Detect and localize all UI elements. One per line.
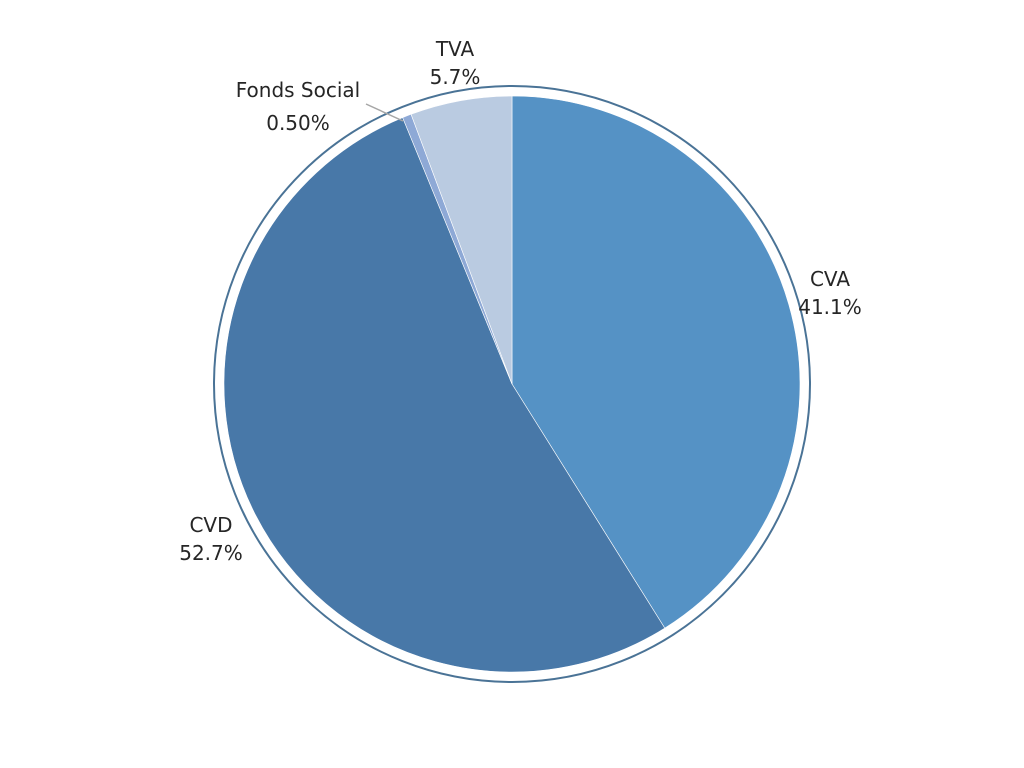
pie-slice-cva (511, 95, 801, 629)
pie-slice-tva (410, 95, 513, 385)
slices-layer (223, 95, 801, 673)
pie-outline-ring (213, 85, 811, 683)
labels-layer: CVA 41.1% CVD 52.7% Fonds Social 0.50% TVA 5.7% (179, 37, 862, 565)
slice-label-name-fonds-social: Fonds Social (236, 78, 360, 102)
slice-label-fonds-social: Fonds Social 0.50% (236, 78, 360, 135)
slice-label-name-cvd: CVD (189, 513, 232, 537)
slice-label-value-cvd: 52.7% (179, 541, 243, 565)
slice-label-cvd: CVD 52.7% (179, 513, 243, 565)
slice-label-value-fonds-social: 0.50% (266, 111, 330, 135)
slice-label-cva: CVA 41.1% (798, 267, 862, 319)
slice-label-value-tva: 5.7% (430, 65, 481, 89)
pie-slice-cvd (223, 117, 666, 673)
slice-label-name-cva: CVA (810, 267, 850, 291)
leader-lines-layer (365, 103, 404, 122)
slice-label-name-tva: TVA (435, 37, 475, 61)
leader-line-fonds-social (365, 103, 404, 122)
slice-label-tva: TVA 5.7% (430, 37, 481, 89)
slice-label-value-cva: 41.1% (798, 295, 862, 319)
